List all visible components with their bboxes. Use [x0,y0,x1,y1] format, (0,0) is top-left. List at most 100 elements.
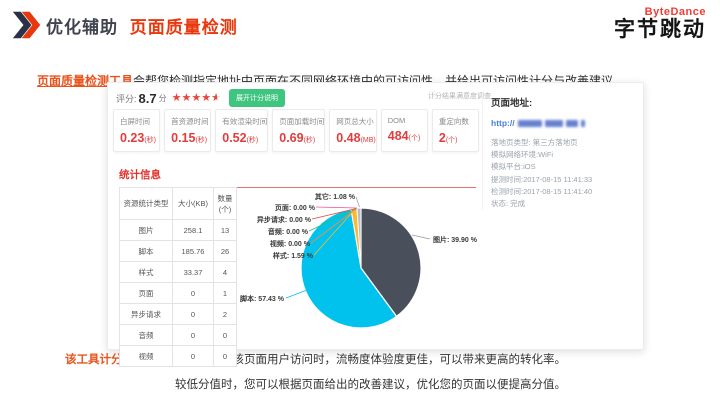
cell-count: 4 [213,261,237,283]
table-row: 样式 33.37 4 [119,261,237,283]
col-header-type: 资源统计类型 [119,187,173,220]
metric-card-page-size: 网页总大小 0.48(MB) [329,109,377,152]
metric-card-render-time: 有效渲染时间 0.52(秒) [215,109,269,152]
cell-size: 0 [172,324,214,346]
star-rating: ★ ★ ★ ★ ★ ★ [171,91,221,104]
info-status: 状态: 完成 [491,199,526,209]
table-header-row: 资源统计类型 大小(KB) 数量(个) [119,187,237,220]
score-row: 评分: 8.7 分 ★ ★ ★ ★ ★ ★ 展开计分说明 [116,88,285,108]
pie-slice-style [350,207,362,269]
star-icon: ★ [191,91,202,104]
cell-size: 258.1 [172,219,214,241]
metric-card-first-resource: 首资源时间 0.15(秒) [164,109,212,152]
section-title: 优化辅助 [46,18,118,37]
star-icon: ★ [181,91,192,104]
cell-type: 脚本 [119,240,173,262]
cell-size: 0 [172,345,214,367]
leader-line-async [311,208,357,220]
pie-label-image: 图片: 39.90 % [433,235,478,244]
leader-line-script [285,289,308,299]
metric-unit: (个) [408,135,421,142]
cell-type: 异步请求 [119,303,173,325]
score-survey-link[interactable]: 计分结果满意度调查 [428,93,491,100]
note-line-1: 高分值表示该页面用户访问时，流畅度体验度更佳，可以带来更高的转化率。 [175,354,566,366]
redacted-url-segment [517,119,542,127]
cell-count: 26 [213,240,237,262]
leader-line-image [411,234,431,240]
metric-value: 0.15 [171,131,196,145]
star-half-icon: ★ ★ [211,91,221,104]
metric-card-white-screen: 白屏时间 0.23(秒) [113,109,161,152]
pie-label-script: 脚本: 57.43 % [239,294,285,303]
brand-name-cn: 字节跳动 [614,17,706,41]
metric-value: 0.23 [120,131,145,145]
metric-value: 0.48 [336,131,361,145]
info-submit-time: 提测时间:2017-08-15 11:41:33 [491,174,593,184]
leader-line-page [315,206,358,209]
col-header-size: 大小(KB) [172,187,214,220]
pie-label-other: 其它: 1.08 % [315,192,356,201]
cell-type: 音频 [119,324,173,346]
table-row: 图片 258.1 13 [119,219,237,241]
star-icon: ★ [201,91,212,104]
leader-line-style [313,210,355,256]
score-value: 8.7 [138,90,157,106]
info-landing-type: 落地页类型: 第三方落地页 [491,138,578,147]
note-line-2: 较低分值时，您可以根据页面给出的改善建议，优化您的页面以便提高分值。 [175,379,566,391]
metric-unit: (MB) [360,137,376,144]
col-header-count: 数量(个) [213,187,237,220]
table-row: 音频 0 0 [119,324,237,346]
tool-screenshot-card: 评分: 8.7 分 ★ ★ ★ ★ ★ ★ 展开计分说明 计分结果满意度调查 页面… [107,82,646,367]
pie-slice-image [360,207,422,318]
pie-slice-script [300,208,398,329]
metric-card-load-time: 页面加载时间 0.69(秒) [272,109,326,152]
bytedance-logo: ByteDance 字节跳动 [614,6,706,41]
page-url[interactable]: http:// [491,118,646,128]
cell-type: 视频 [119,345,173,367]
metric-label: DOM [387,116,406,125]
metric-unit: (秒) [303,137,316,144]
metric-unit: (秒) [246,137,259,144]
stats-section-header: 统计信息 [119,167,476,188]
metric-label: 白屏时间 [120,117,150,126]
cell-type: 样式 [119,261,173,283]
cell-type: 页面 [119,282,173,304]
table-row: 异步请求 0 2 [119,303,237,325]
score-unit: 分 [158,93,167,103]
metric-value: 2 [438,131,446,145]
pie-label-video: 视频: 0.00 % [270,239,311,248]
score-label: 评分: [116,93,137,104]
page-address-label: 页面地址: [491,98,533,109]
metric-card-dom: DOM 484(个) [380,109,428,152]
leader-line-video [310,209,356,244]
page-info-panel: 页面地址: http:// 落地页类型: 第三方落地页 模拟网络环境:WiFi … [482,91,646,211]
expand-score-button[interactable]: 展开计分说明 [228,89,285,107]
metric-label: 重定向数 [438,117,469,126]
resource-stats-table: 资源统计类型 大小(KB) 数量(个) 图片 258.1 13 脚本 185.76 26… [119,187,237,367]
cell-size: 185.76 [172,240,214,262]
cell-count: 2 [213,303,237,325]
pie-label-style: 样式: 1.59 % [273,251,314,260]
stats-section-title: 统计信息 [119,169,161,181]
cell-type: 图片 [119,219,173,241]
redacted-url-segment [580,119,585,127]
metric-label: 网页总大小 [336,117,374,126]
cell-size: 0 [172,303,214,325]
pie-label-async: 异步请求: 0.00 % [257,215,312,224]
pie-label-page: 页面: 0.00 % [275,204,316,212]
metric-card-redirects: 重定向数 2(个) [431,109,480,152]
redacted-url-segment [544,119,563,127]
table-row: 脚本 185.76 26 [119,240,237,262]
metric-unit: (个) [445,137,458,144]
cell-count: 0 [213,345,237,367]
cell-count: 1 [213,282,237,304]
metric-value: 0.69 [279,131,304,145]
metric-label: 有效渲染时间 [222,117,268,126]
subsection-title: 页面质量检测 [129,18,238,37]
info-platform: 模拟平台:iOS [491,162,536,172]
star-icon: ★ [171,91,182,104]
leader-line-other [355,196,360,208]
cell-size: 0 [172,282,214,304]
pie-label-audio: 音频: 0.00 % [268,227,309,236]
